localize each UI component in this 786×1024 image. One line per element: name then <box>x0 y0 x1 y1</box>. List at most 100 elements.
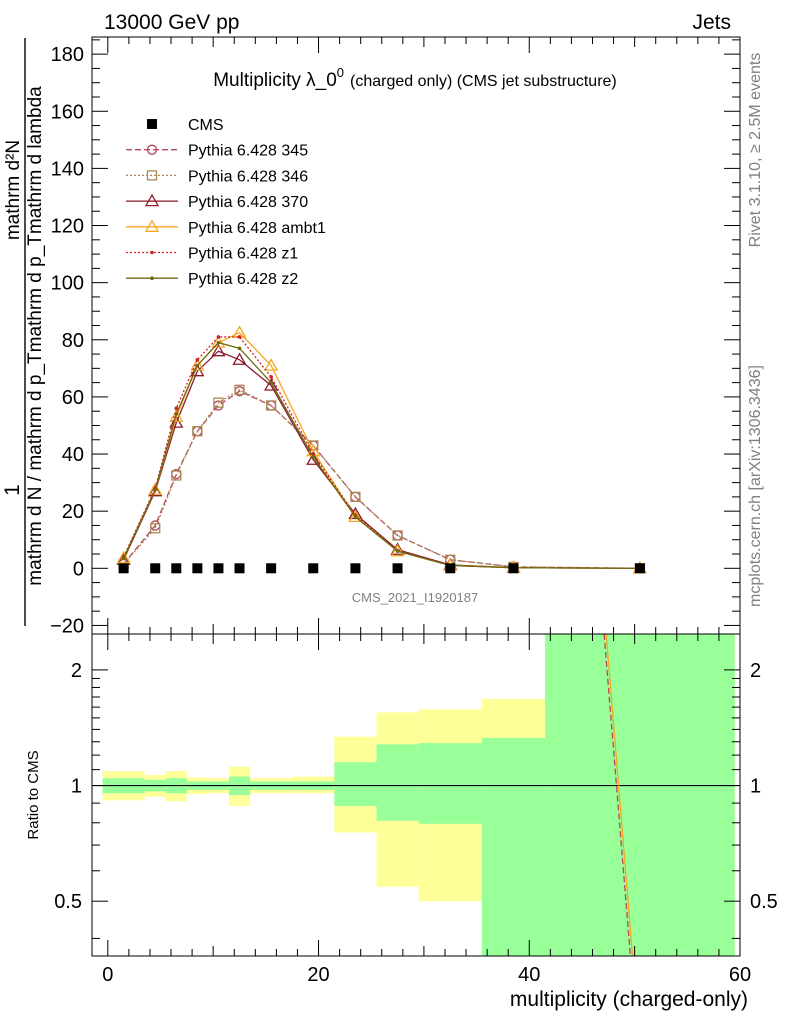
ratio-axis-ticks: 0.5 0.51 12 20 20 40 60 <box>54 634 778 986</box>
data-point <box>266 563 277 574</box>
data-point <box>353 515 358 519</box>
y-axis-label-denominator: mathrm d N / mathrm d p_Tmathrm d p_Tmat… <box>25 86 46 586</box>
data-point <box>195 363 200 368</box>
ratio-inner-band <box>334 762 377 806</box>
data-point <box>192 426 203 437</box>
energy-label: 13000 GeV pp <box>104 11 239 34</box>
data-point <box>174 412 179 416</box>
y-tick-label: 140 <box>51 158 84 180</box>
data-point <box>232 352 247 365</box>
data-point <box>153 487 158 492</box>
x-tick-label: 20 <box>307 964 329 986</box>
x-tick-label: 60 <box>729 964 751 986</box>
watermark: CMS_2021_I1920187 <box>352 590 479 605</box>
legend-label: Pythia 6.428 z2 <box>188 271 298 288</box>
data-point <box>634 563 645 574</box>
data-point <box>195 357 200 362</box>
ratio-inner-band <box>418 743 482 824</box>
data-point <box>171 563 182 574</box>
y-tick-label: 160 <box>51 101 84 123</box>
category-label: Jets <box>692 11 731 34</box>
data-point <box>308 563 319 574</box>
data-point <box>350 491 361 503</box>
data-point <box>264 358 279 371</box>
data-point <box>392 530 403 541</box>
legend-entry-pythia-6-428-z1: Pythia 6.428 z1 <box>126 246 298 263</box>
data-point <box>192 563 203 574</box>
ratio-y-tick-label-right: 1 <box>750 776 761 798</box>
legend-marker <box>144 219 160 232</box>
y-tick-label: 120 <box>51 216 84 238</box>
legend-marker <box>144 193 160 207</box>
ratio-plot-frame <box>91 633 741 957</box>
plot-title: Multiplicity λ_00 (charged only) (CMS jet… <box>213 65 617 91</box>
svg-text:Multiplicity λ_00(charged only: Multiplicity λ_00 (charged only) (CMS jet… <box>213 65 617 91</box>
y-tick-label: 180 <box>51 44 84 66</box>
data-point <box>216 340 221 345</box>
main-plot-background <box>92 37 740 634</box>
y-tick-label: 60 <box>62 387 84 409</box>
data-point <box>150 523 161 534</box>
title-superscript: 0 <box>337 65 344 80</box>
legend-entry-pythia-6-428-345: Pythia 6.428 345 <box>126 143 308 160</box>
x-axis-label: multiplicity (charged-only) <box>510 988 748 1011</box>
legend-marker <box>147 119 157 129</box>
y-tick-label: 0 <box>73 558 84 580</box>
legend-marker <box>150 250 154 255</box>
ratio-series-group <box>603 633 634 957</box>
data-point <box>392 563 403 574</box>
data-point <box>269 375 273 379</box>
y-tick-label: 80 <box>62 330 84 352</box>
main-axis-ticks: −20 0 20 40 60 80 100 120 140 160 180 <box>50 37 741 637</box>
y-tick-label: −20 <box>50 615 84 637</box>
legend-entry-pythia-6-428-z2: Pythia 6.428 z2 <box>126 271 298 288</box>
ratio-y-tick-label-right: 2 <box>750 660 761 682</box>
ratio-y-axis-label: Ratio to CMS <box>25 750 42 839</box>
ratio-y-tick-label: 2 <box>71 660 82 682</box>
legend-marker <box>150 276 154 281</box>
ratio-inner-band <box>545 634 735 956</box>
series-cms <box>118 563 645 574</box>
mcplots-label: mcplots.cern.ch [arXiv:1306.3436] <box>747 365 764 607</box>
ratio-pythia-6-428-ambt1 <box>605 633 634 957</box>
y-tick-label: 100 <box>51 273 84 295</box>
data-point <box>269 380 273 385</box>
ratio-y-tick-label: 0.5 <box>54 891 82 913</box>
ratio-y-tick-label: 1 <box>71 776 82 798</box>
title-main: Multiplicity λ_0 <box>213 70 337 91</box>
data-point <box>150 563 161 574</box>
data-point <box>311 455 316 459</box>
data-point <box>121 556 126 561</box>
data-point <box>237 335 242 339</box>
data-point <box>306 452 321 465</box>
data-point <box>148 483 163 497</box>
title-subtitle: (charged only) (CMS jet substructure) <box>350 73 617 90</box>
ratio-uncertainty-bands <box>92 634 740 956</box>
data-point <box>213 397 224 408</box>
data-point <box>216 335 221 339</box>
legend-entry-pythia-6-428-346: Pythia 6.428 346 <box>126 168 308 185</box>
data-point <box>174 406 179 411</box>
data-point <box>445 563 456 574</box>
data-point <box>169 409 184 423</box>
legend-label: Pythia 6.428 z1 <box>188 246 298 263</box>
data-point <box>234 384 245 395</box>
data-point <box>190 358 205 371</box>
data-point <box>171 470 182 481</box>
data-point <box>211 343 226 357</box>
y-tick-label: 40 <box>62 444 84 466</box>
data-point <box>237 346 242 351</box>
legend-marker <box>146 170 158 181</box>
data-point <box>390 543 405 557</box>
legend-entry-pythia-6-428-370: Pythia 6.428 370 <box>126 193 308 211</box>
data-point <box>348 509 363 523</box>
data-point <box>264 378 279 391</box>
legend-label: Pythia 6.428 ambt1 <box>188 220 326 237</box>
legend-label: Pythia 6.428 346 <box>188 168 308 185</box>
data-point <box>211 335 226 348</box>
data-point <box>395 549 400 553</box>
ratio-plot-panel: 0.5 0.51 12 20 20 40 60 <box>54 633 778 986</box>
data-point <box>350 563 361 574</box>
data-point <box>118 563 129 574</box>
main-plot-panel: −20 0 20 40 60 80 100 120 140 160 180 CMS_2021_I19… <box>50 36 741 637</box>
